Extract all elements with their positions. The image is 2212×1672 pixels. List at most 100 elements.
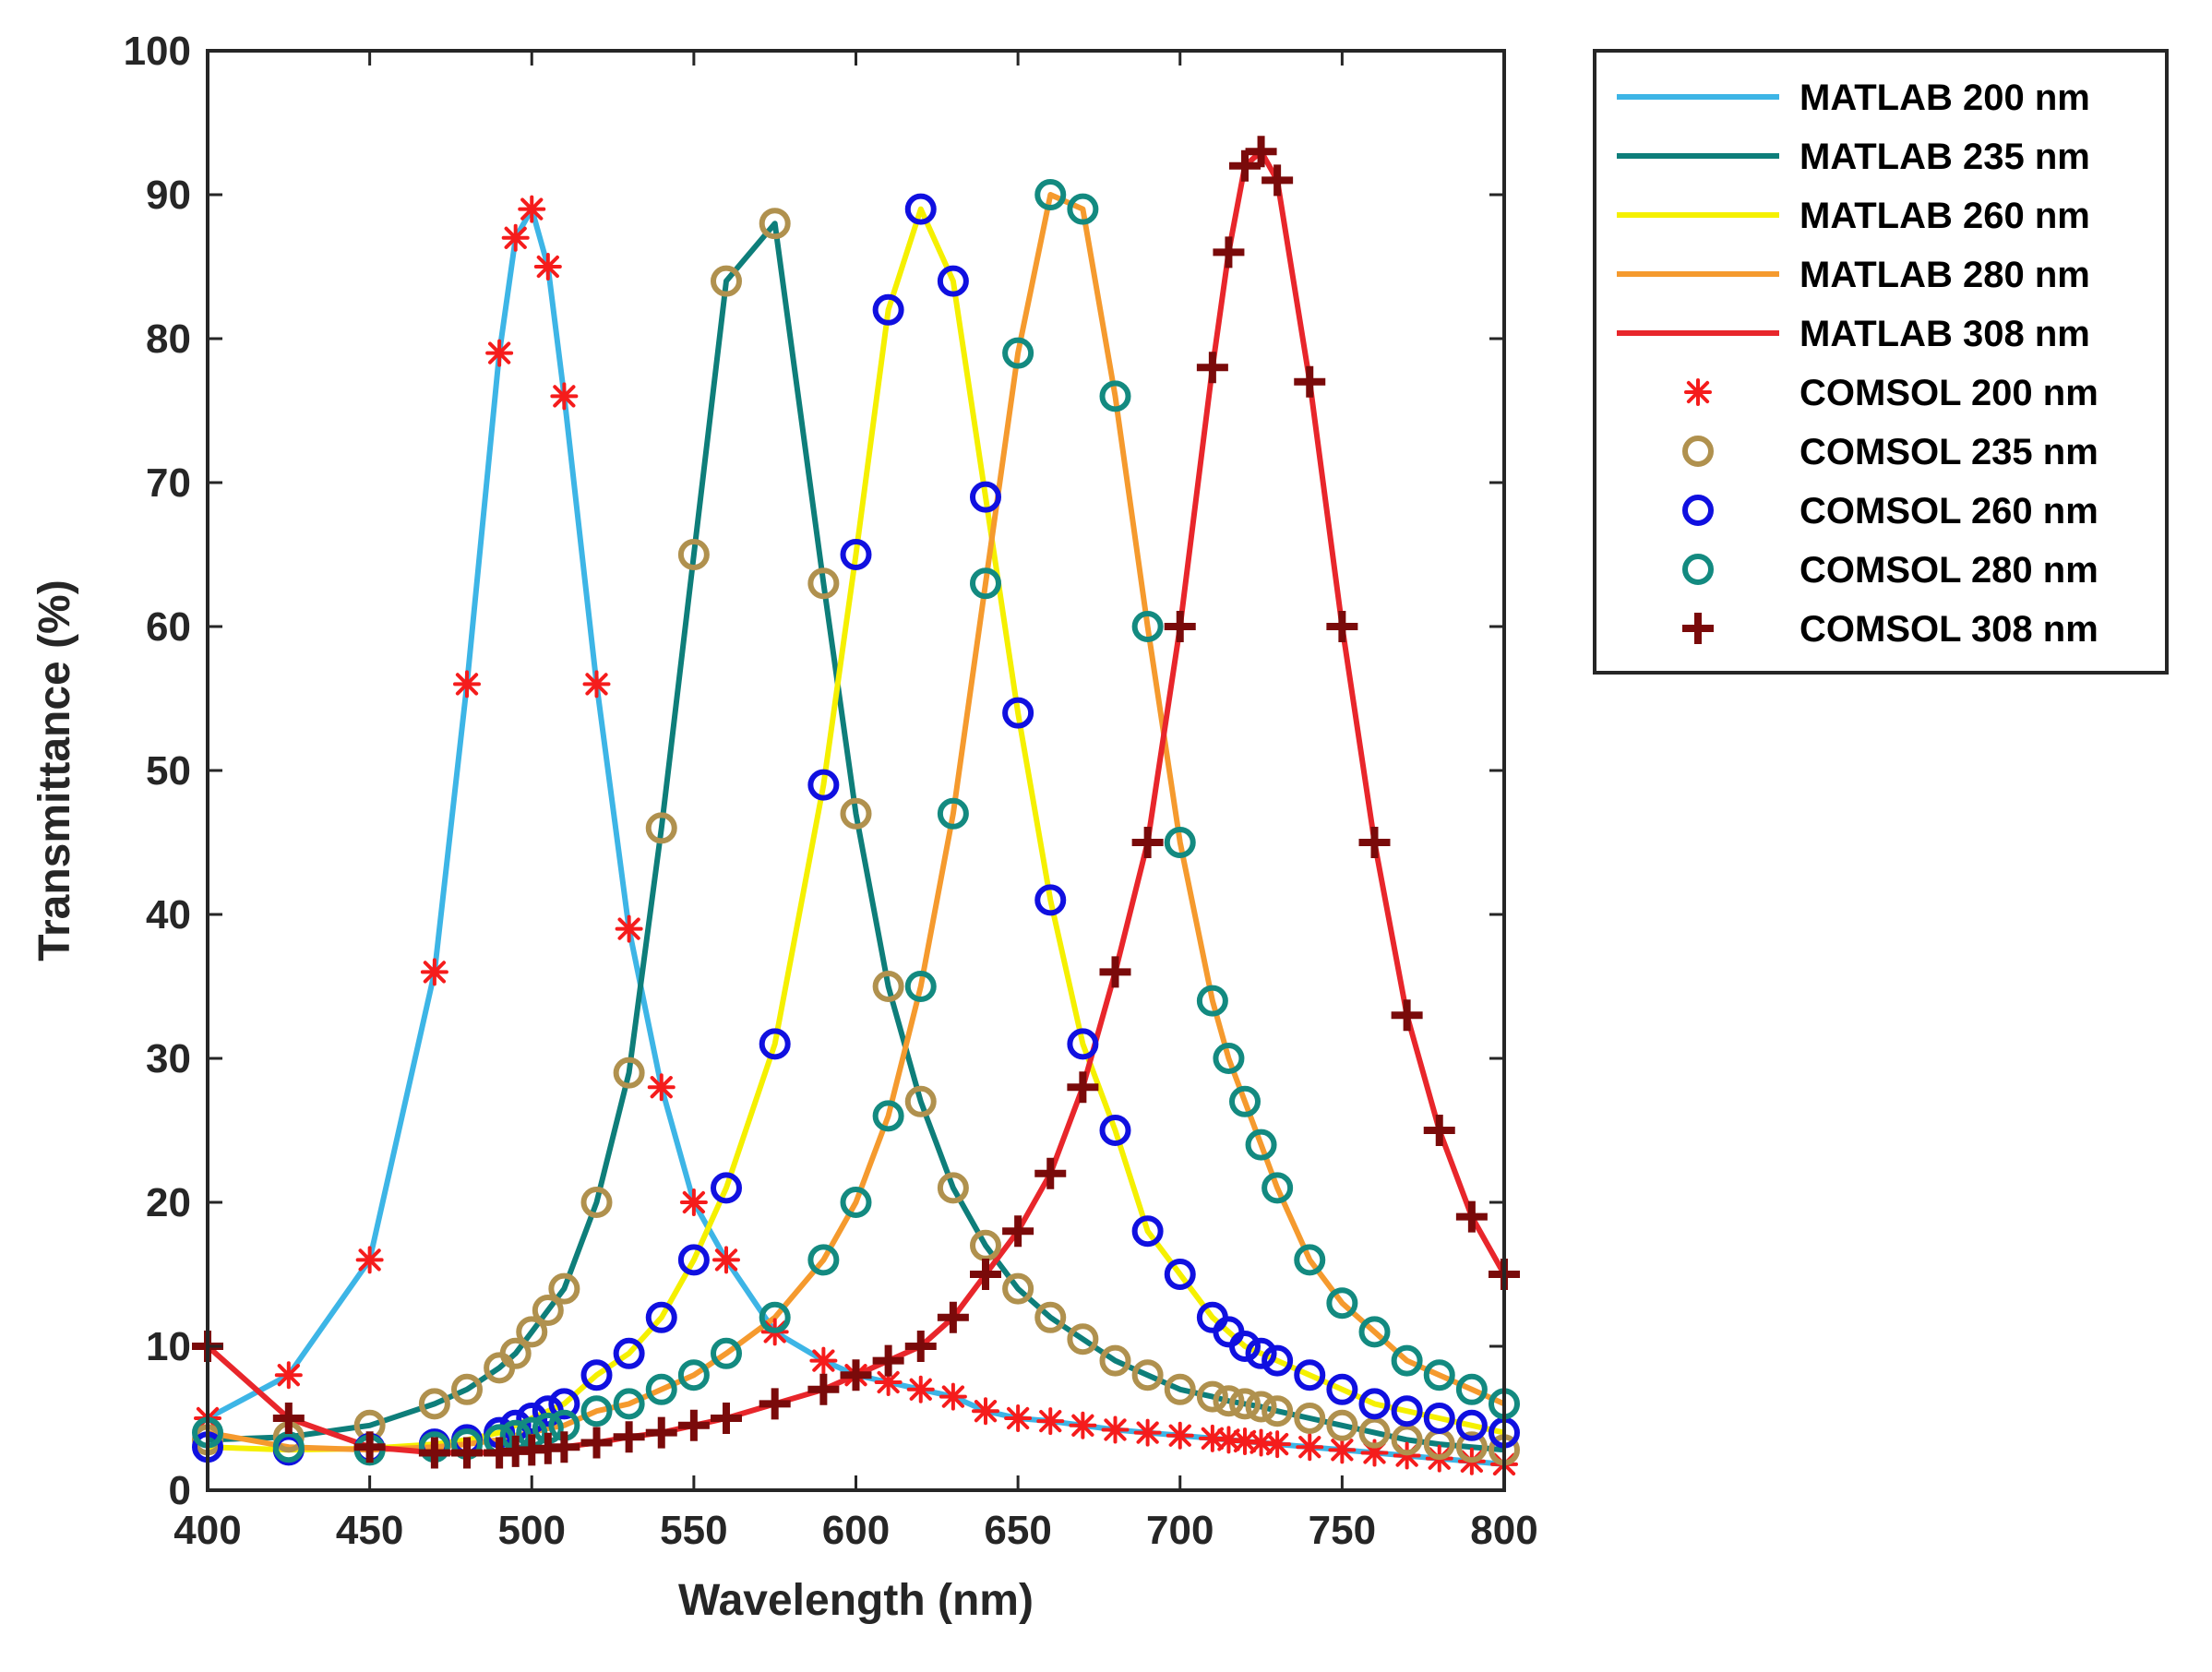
- data-point: [533, 253, 562, 281]
- data-point: [420, 958, 448, 986]
- data-point: [1245, 1391, 1277, 1423]
- data-point: [711, 1403, 742, 1434]
- data-point: [1002, 1272, 1034, 1305]
- data-point: [840, 1187, 872, 1218]
- data-point: [872, 293, 904, 326]
- data-point: [1326, 611, 1358, 642]
- data-point: [1294, 1359, 1326, 1391]
- legend-label: COMSOL 200 nm: [1799, 373, 2098, 413]
- data-point: [647, 1073, 676, 1102]
- data-point: [970, 1229, 1001, 1261]
- data-point: [1455, 1409, 1488, 1441]
- legend-label: COMSOL 280 nm: [1799, 550, 2098, 591]
- data-point: [711, 1172, 742, 1204]
- data-point: [613, 1337, 645, 1369]
- data-point: [582, 670, 611, 699]
- data-point: [1164, 1373, 1196, 1405]
- data-point: [1358, 1416, 1391, 1449]
- data-point: [1358, 827, 1391, 858]
- data-point: [451, 1437, 483, 1469]
- data-point: [1391, 999, 1423, 1032]
- data-point: [1131, 611, 1164, 642]
- data-point: [580, 1395, 613, 1427]
- data-point: [615, 914, 643, 943]
- x-tick-label: 550: [660, 1508, 727, 1553]
- legend-entry: MATLAB 280 nm: [1617, 255, 2090, 295]
- data-point: [418, 1437, 450, 1469]
- x-tick-label: 650: [984, 1508, 1051, 1553]
- data-point: [1326, 1409, 1358, 1441]
- data-point: [1099, 1344, 1131, 1377]
- data-point: [1423, 1115, 1455, 1146]
- y-tick-label: 80: [146, 316, 191, 362]
- y-axis-title: Transmittance (%): [30, 579, 79, 961]
- data-point: [840, 797, 872, 830]
- legend-entry: COMSOL 235 nm: [1682, 432, 2098, 472]
- data-point: [645, 1373, 677, 1405]
- x-tick-label: 800: [1470, 1508, 1537, 1553]
- data-point: [518, 195, 546, 223]
- data-point: [501, 223, 530, 252]
- y-tick-label: 10: [146, 1324, 191, 1369]
- data-point: [807, 1244, 840, 1276]
- legend-entry: COMSOL 200 nm: [1684, 373, 2098, 413]
- data-point: [711, 1337, 742, 1369]
- series-markers-comsol-200-nm: [194, 195, 1518, 1478]
- data-point: [939, 1382, 967, 1411]
- data-point: [677, 1409, 710, 1441]
- data-point: [840, 1359, 872, 1391]
- data-point: [613, 1057, 645, 1089]
- data-point: [970, 567, 1001, 600]
- data-point: [1263, 1430, 1292, 1459]
- legend-swatch: [1682, 554, 1714, 585]
- data-point: [1358, 1316, 1391, 1348]
- data-point: [548, 1272, 580, 1305]
- legend-entry: MATLAB 308 nm: [1617, 314, 2090, 354]
- legend-label: MATLAB 235 nm: [1799, 137, 2090, 177]
- legend-label: MATLAB 280 nm: [1799, 255, 2090, 295]
- data-point: [613, 1421, 645, 1453]
- data-point: [580, 1187, 613, 1218]
- data-point: [712, 1246, 740, 1274]
- data-point: [1099, 1115, 1131, 1146]
- data-point: [1261, 1344, 1294, 1377]
- data-point: [807, 769, 840, 801]
- y-tick-label: 100: [124, 29, 191, 74]
- y-tick-label: 70: [146, 460, 191, 506]
- data-point: [1131, 1215, 1164, 1248]
- legend-swatch: [1682, 436, 1714, 467]
- data-point: [1131, 827, 1164, 858]
- data-point: [679, 1188, 708, 1216]
- data-point: [580, 1359, 613, 1391]
- data-point: [759, 208, 791, 240]
- data-point: [972, 1397, 999, 1426]
- data-point: [906, 1375, 935, 1403]
- data-point: [272, 1403, 305, 1434]
- data-point: [904, 971, 937, 1002]
- data-point: [1245, 1337, 1277, 1369]
- y-tick-label: 90: [146, 173, 191, 218]
- x-axis-title: Wavelength (nm): [678, 1576, 1034, 1625]
- data-point: [904, 1085, 937, 1117]
- data-point: [548, 1388, 580, 1420]
- data-point: [1036, 1407, 1065, 1436]
- data-point: [516, 1316, 548, 1348]
- data-point: [937, 1172, 969, 1204]
- data-point: [353, 1431, 386, 1463]
- data-point: [1002, 1215, 1034, 1248]
- legend-entry: MATLAB 200 nm: [1617, 78, 2090, 118]
- y-tick-label: 20: [146, 1180, 191, 1225]
- x-tick-label: 450: [336, 1508, 403, 1553]
- data-point: [970, 1259, 1001, 1290]
- data-point: [1294, 365, 1326, 398]
- x-tick-label: 500: [498, 1508, 566, 1553]
- x-tick-label: 700: [1146, 1508, 1214, 1553]
- data-point: [1391, 1344, 1423, 1377]
- legend-entry: COMSOL 308 nm: [1682, 609, 2098, 650]
- data-point: [453, 670, 481, 699]
- data-point: [1455, 1200, 1488, 1233]
- data-point: [1002, 697, 1034, 729]
- data-point: [1164, 827, 1196, 858]
- legend-swatch: [1682, 495, 1714, 526]
